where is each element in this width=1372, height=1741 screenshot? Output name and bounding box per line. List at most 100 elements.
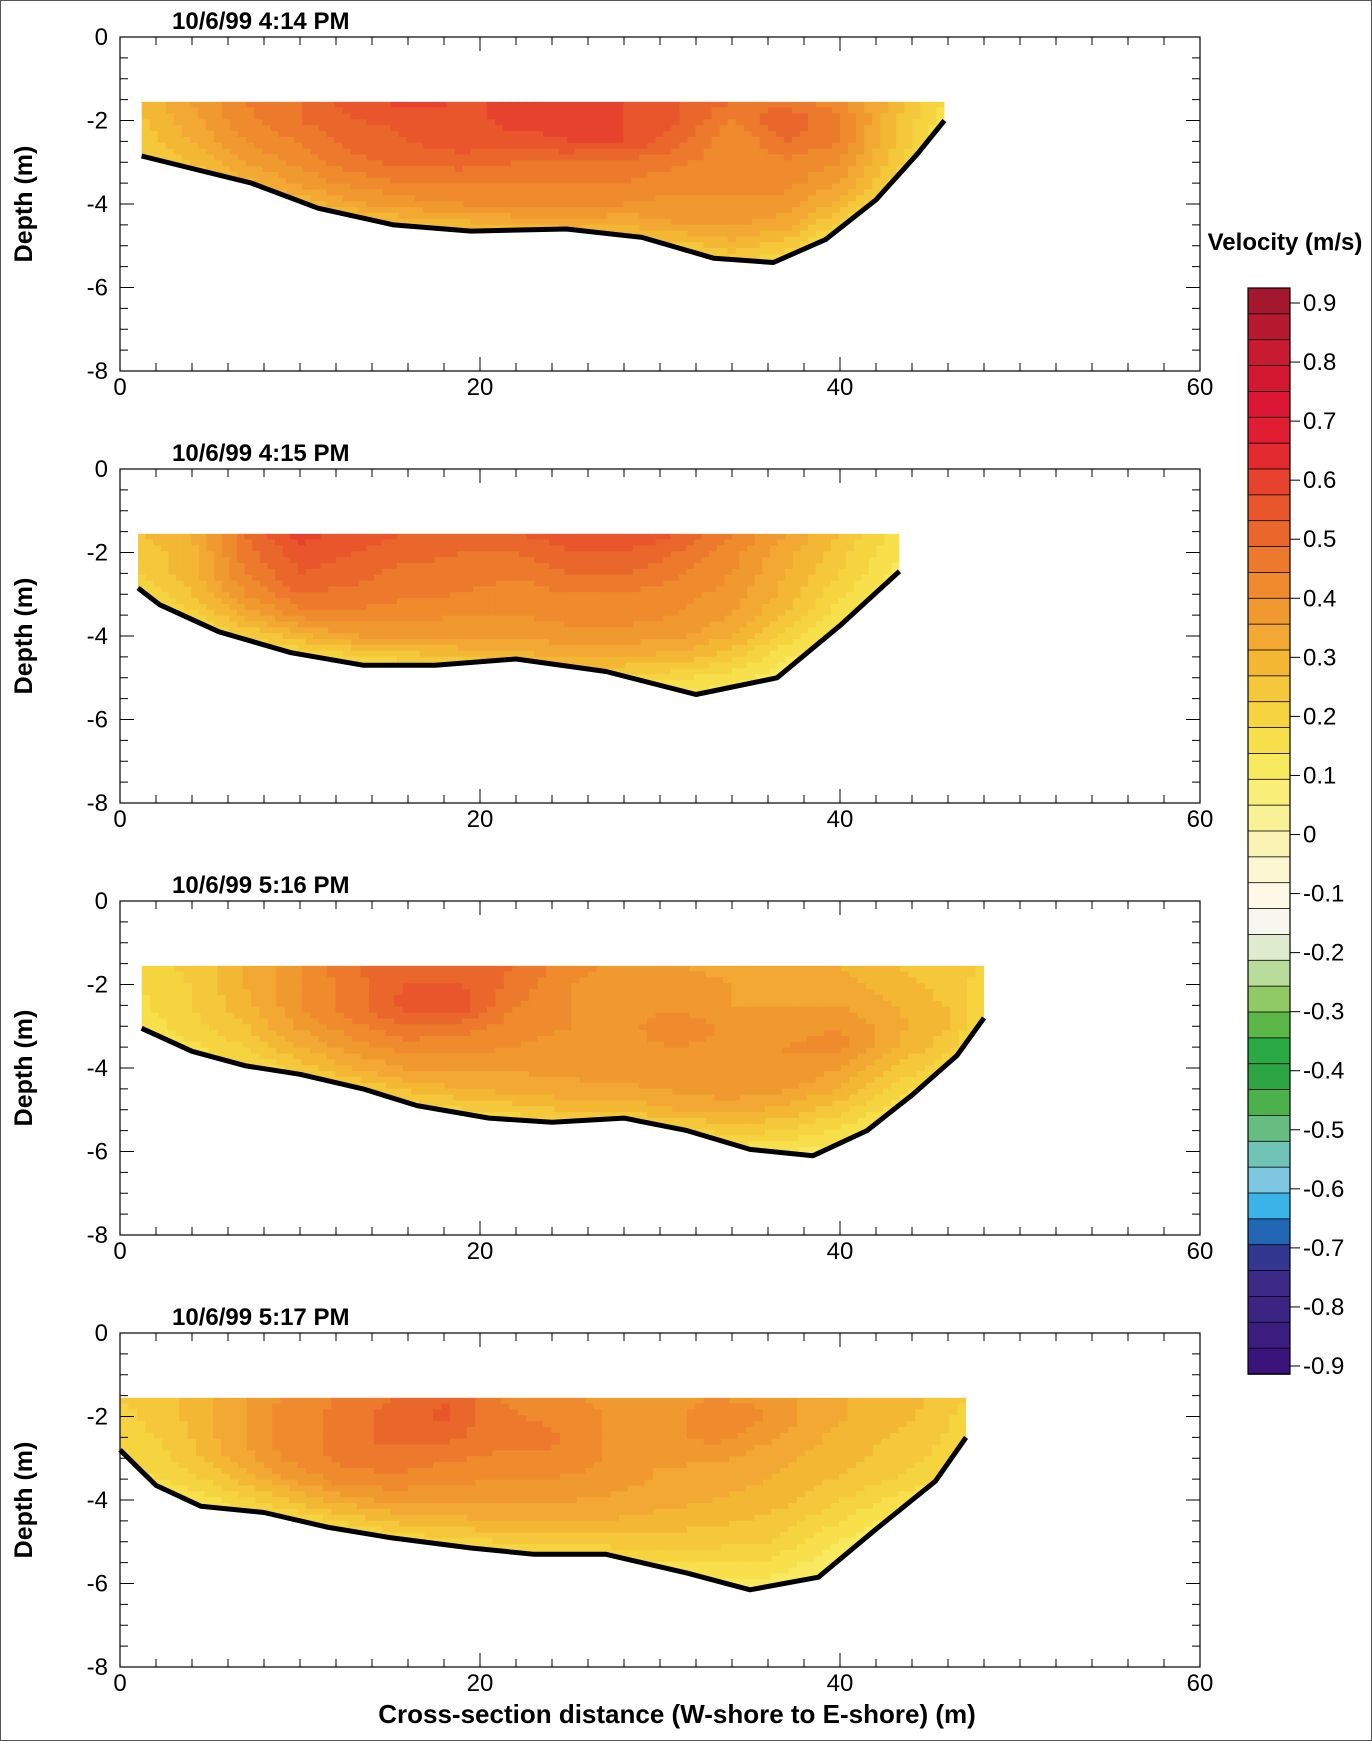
- velocity-cell: [663, 668, 672, 675]
- velocity-cell: [518, 183, 528, 191]
- velocity-cell: [594, 557, 604, 564]
- velocity-cell: [625, 533, 634, 541]
- velocity-cell: [716, 644, 725, 652]
- velocity-cell: [663, 183, 673, 191]
- velocity-cell: [245, 166, 255, 173]
- velocity-cell: [591, 195, 600, 202]
- velocity-cell: [534, 177, 544, 185]
- velocity-cell: [198, 545, 208, 552]
- velocity-cell: [262, 136, 271, 144]
- velocity-cell: [434, 557, 444, 564]
- velocity-cell: [389, 627, 398, 634]
- velocity-cell: [687, 125, 697, 132]
- velocity-cell: [236, 586, 246, 593]
- velocity-cell: [551, 189, 560, 197]
- velocity-cell: [759, 230, 769, 238]
- velocity-cell: [404, 621, 413, 629]
- velocity-cell: [625, 568, 634, 576]
- velocity-cell: [382, 177, 392, 185]
- velocity-cell: [648, 598, 657, 605]
- velocity-cell: [724, 650, 733, 658]
- velocity-cell: [406, 136, 416, 144]
- velocity-cell: [583, 224, 592, 232]
- velocity-cell: [655, 633, 665, 640]
- velocity-cell: [518, 166, 528, 173]
- velocity-cell: [450, 557, 459, 564]
- velocity-cell: [221, 603, 231, 611]
- velocity-cell: [647, 218, 657, 226]
- velocity-cell: [888, 148, 897, 156]
- velocity-cell: [310, 113, 319, 120]
- velocity-cell: [775, 195, 785, 202]
- velocity-cell: [229, 545, 238, 552]
- velocity-cell: [302, 171, 311, 179]
- velocity-cell: [663, 680, 672, 687]
- velocity-cell: [792, 568, 802, 576]
- velocity-cell: [711, 101, 721, 109]
- velocity-cell: [587, 639, 596, 646]
- velocity-cell: [510, 148, 520, 156]
- velocity-cell: [615, 160, 624, 167]
- velocity-cell: [625, 539, 634, 547]
- velocity-cell: [775, 177, 785, 185]
- velocity-cell: [253, 136, 263, 144]
- velocity-cell: [197, 113, 207, 120]
- velocity-cell: [791, 177, 801, 185]
- velocity-cell: [478, 148, 488, 156]
- velocity-cell: [206, 574, 215, 582]
- velocity-cell: [518, 580, 528, 588]
- velocity-cell: [414, 148, 424, 156]
- velocity-cell: [446, 218, 456, 226]
- velocity-cell: [551, 201, 560, 208]
- velocity-cell: [807, 125, 817, 132]
- velocity-cell: [320, 603, 330, 611]
- velocity-cell: [434, 644, 444, 652]
- velocity-cell: [551, 119, 560, 126]
- velocity-cell: [157, 130, 167, 138]
- velocity-cell: [853, 545, 863, 552]
- velocity-cell: [534, 171, 544, 179]
- velocity-cell: [294, 183, 303, 191]
- velocity-cell: [294, 113, 303, 120]
- velocity-cell: [556, 539, 566, 547]
- velocity-cell: [494, 201, 504, 208]
- velocity-cell: [591, 166, 600, 173]
- velocity-cell: [777, 621, 786, 629]
- velocity-cell: [205, 136, 215, 144]
- velocity-cell: [670, 557, 680, 564]
- velocity-cell: [214, 621, 223, 629]
- velocity-cell: [406, 142, 416, 150]
- velocity-cell: [494, 148, 504, 156]
- velocity-cell: [567, 154, 576, 161]
- velocity-cell: [510, 189, 520, 197]
- velocity-cell: [701, 586, 710, 593]
- velocity-cell: [759, 253, 769, 261]
- velocity-cell: [880, 119, 889, 126]
- velocity-cell: [648, 674, 657, 681]
- velocity-cell: [695, 189, 705, 197]
- velocity-cell: [731, 621, 741, 629]
- velocity-cell: [838, 551, 847, 558]
- velocity-cell: [454, 125, 464, 132]
- velocity-cell: [168, 580, 177, 588]
- velocity-cell: [510, 154, 520, 161]
- velocity-cell: [253, 107, 263, 115]
- velocity-cell: [478, 113, 488, 120]
- velocity-cell: [282, 598, 291, 605]
- velocity-cell: [205, 125, 215, 132]
- velocity-cell: [434, 551, 444, 558]
- velocity-cell: [775, 230, 785, 238]
- velocity-cell: [237, 130, 247, 138]
- velocity-cell: [575, 224, 584, 232]
- velocity-cell: [427, 639, 436, 646]
- velocity-cell: [294, 177, 303, 185]
- velocity-cell: [663, 539, 672, 547]
- velocity-cell: [556, 557, 566, 564]
- velocity-cell: [138, 562, 147, 570]
- velocity-cell: [670, 545, 680, 552]
- velocity-cell: [687, 207, 697, 214]
- velocity-cell: [884, 568, 893, 576]
- velocity-cell: [442, 539, 451, 547]
- velocity-cell: [141, 148, 151, 156]
